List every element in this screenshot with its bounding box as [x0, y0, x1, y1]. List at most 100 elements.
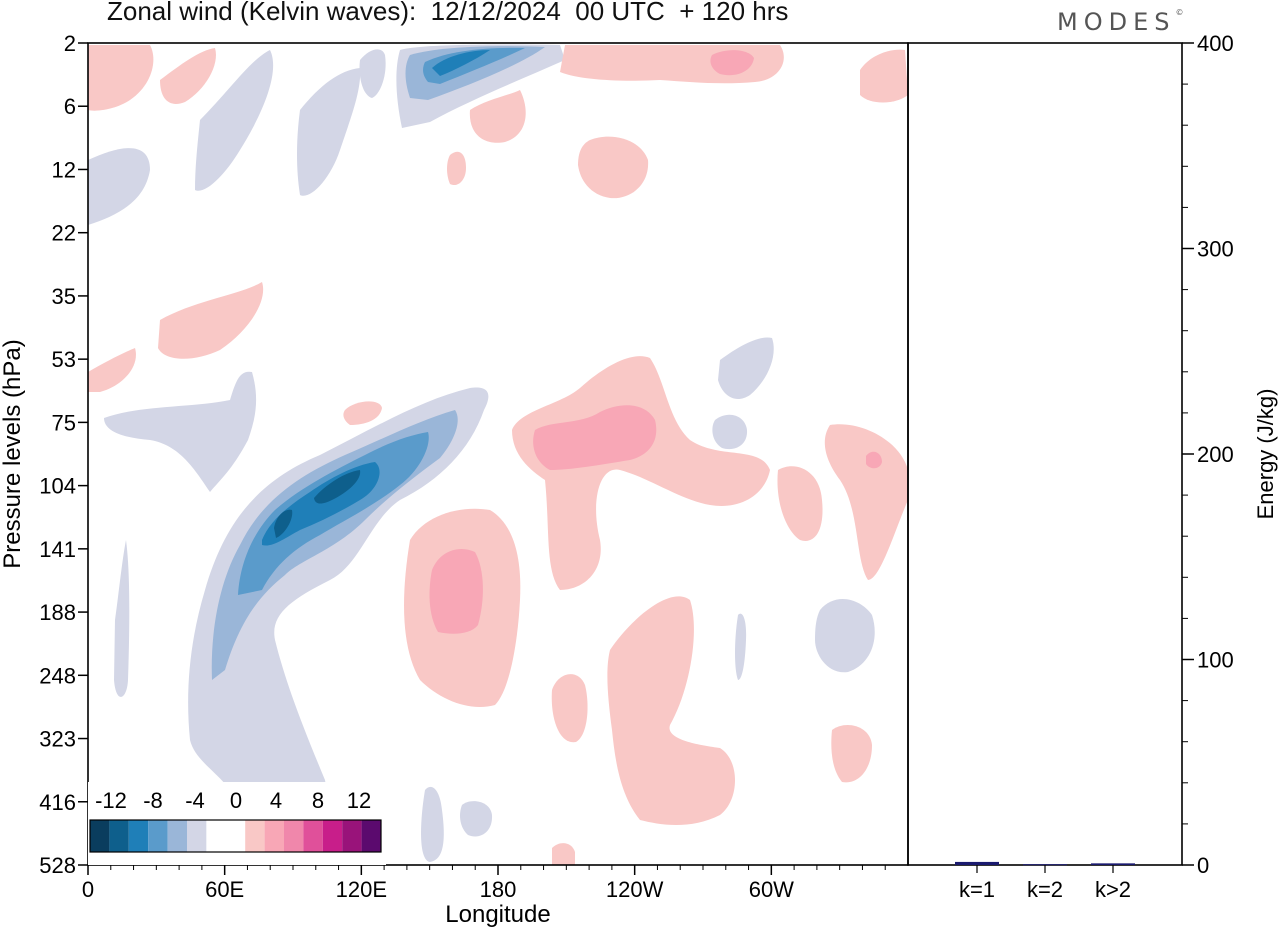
energy-category-label: k>2 [1095, 877, 1131, 902]
energy-category-label: k=1 [959, 877, 995, 902]
pos-upper-mid-small [447, 151, 466, 186]
pos-far-right-low [831, 725, 872, 783]
energy-axis: 0 100 200 300 400 [1182, 31, 1234, 878]
colorbar-label: -12 [95, 788, 127, 813]
energy-tick-label: 0 [1197, 853, 1209, 878]
energy-category-label: k=2 [1027, 877, 1063, 902]
energy-tick-label: 300 [1197, 237, 1234, 262]
y-tick-label: 416 [39, 790, 76, 815]
pos-top-far-right [860, 49, 908, 103]
energy-bars: k=1 k=2 k>2 [955, 861, 1135, 902]
colorbar-swatch [206, 820, 226, 852]
pos-right-edge-core [866, 451, 882, 469]
neg-upper-streak-b [297, 68, 361, 196]
neg-upper-streak-a [195, 50, 274, 191]
pos-top-left-blob [88, 45, 154, 111]
colorbar-swatch [245, 820, 265, 852]
pos-top-left-blob-2 [160, 48, 216, 104]
colorbar-label: -4 [185, 788, 205, 813]
y-tick-label: 188 [39, 600, 76, 625]
x-tick-label: 120W [606, 877, 664, 902]
colorbar-swatch [303, 820, 323, 852]
colorbar-swatch [322, 820, 343, 852]
energy-tick-label: 400 [1197, 31, 1234, 56]
pos-central-blob-core [429, 549, 483, 634]
y-tick-label: 323 [39, 727, 76, 752]
colorbar-label: -8 [143, 788, 163, 813]
colorbar-swatch [167, 820, 187, 852]
colorbar: -12 -8 -4 0 4 8 12 [88, 782, 386, 865]
y-tick-label: 6 [64, 94, 76, 119]
neg-mid-right-small [712, 414, 748, 450]
pos-bottom-right-plume [607, 596, 735, 825]
energy-bar [1091, 863, 1135, 865]
colorbar-swatch [284, 820, 304, 852]
neg-upper-streak-c [359, 49, 386, 98]
pos-upper-right-blob-outer [512, 356, 770, 590]
y-tick-label: 35 [52, 284, 76, 309]
logo-mark: © [1175, 8, 1184, 17]
colorbar-label: 8 [312, 788, 324, 813]
neg-bottom-plume-2 [460, 801, 493, 837]
y-tick-label: 104 [39, 474, 76, 499]
y-tick-label: 22 [52, 221, 76, 246]
pos-top-mid-blob [469, 90, 526, 143]
pos-bottom-center-blob [551, 674, 588, 743]
colorbar-swatch [148, 820, 168, 852]
energy-tick-label: 100 [1197, 648, 1234, 673]
y-tick-label: 12 [52, 157, 76, 182]
y-tick-label: 75 [52, 410, 76, 435]
neg-right-blob [815, 599, 875, 673]
colorbar-frame [89, 819, 382, 853]
neg-upper-left-streak [88, 148, 150, 225]
pos-upper-mid-right [578, 136, 649, 199]
colorbar-swatch [225, 820, 246, 852]
wind-field [88, 43, 908, 865]
neg-tilted-band-outer [188, 387, 489, 860]
colorbar-swatch [264, 820, 284, 852]
neg-band-upper-core [423, 47, 525, 84]
colorbar-swatch [187, 820, 207, 852]
neg-peak-b [314, 470, 361, 504]
y-tick-label: 2 [64, 31, 76, 56]
y-tick-label: 53 [52, 347, 76, 372]
chart-title: Zonal wind (Kelvin waves): 12/12/2024 00… [107, 0, 789, 26]
colorbar-label: 12 [347, 788, 371, 813]
neg-band-upper-peak [432, 50, 490, 76]
neg-right-small [735, 613, 747, 680]
x-axis: 0 60E 120E 180 120W 60W [82, 865, 886, 902]
y-axis: 2 6 12 22 35 53 75 104 141 188 248 323 416 528 [39, 31, 88, 878]
colorbar-label: 0 [230, 788, 242, 813]
modes-logo: MODES© [1057, 8, 1183, 36]
neg-mid-right-blob [718, 337, 774, 400]
pos-upper-right-blob-core [533, 405, 657, 470]
pos-left-strip-2 [88, 348, 136, 392]
energy-bar [955, 861, 999, 865]
energy-axis-label: Energy (J/kg) [1253, 389, 1278, 520]
neg-left-column [114, 540, 130, 697]
logo-text: MODES [1057, 8, 1176, 36]
pos-top-right-core [710, 50, 754, 76]
neg-peak-a [274, 509, 293, 538]
y-tick-label: 528 [39, 853, 76, 878]
pos-bottom-center-small [552, 843, 575, 865]
colorbar-swatch [109, 820, 129, 852]
pos-right-low-blob [777, 466, 823, 541]
pos-left-strip-1 [158, 282, 264, 359]
energy-bar [1023, 864, 1067, 866]
colorbar-swatch [128, 820, 149, 852]
y-tick-label: 141 [39, 537, 76, 562]
colorbar-swatch [342, 820, 362, 852]
energy-frame [907, 42, 1183, 866]
x-axis-label: Longitude [445, 901, 550, 928]
colorbar-swatch [361, 820, 381, 852]
energy-tick-label: 200 [1197, 442, 1234, 467]
x-tick-label: 0 [82, 877, 94, 902]
y-axis-label: Pressure levels (hPa) [0, 339, 26, 568]
pos-mid-left-small [343, 401, 382, 425]
x-tick-label: 180 [480, 877, 517, 902]
x-tick-label: 60E [205, 877, 244, 902]
x-tick-label: 120E [336, 877, 387, 902]
y-tick-label: 248 [39, 663, 76, 688]
